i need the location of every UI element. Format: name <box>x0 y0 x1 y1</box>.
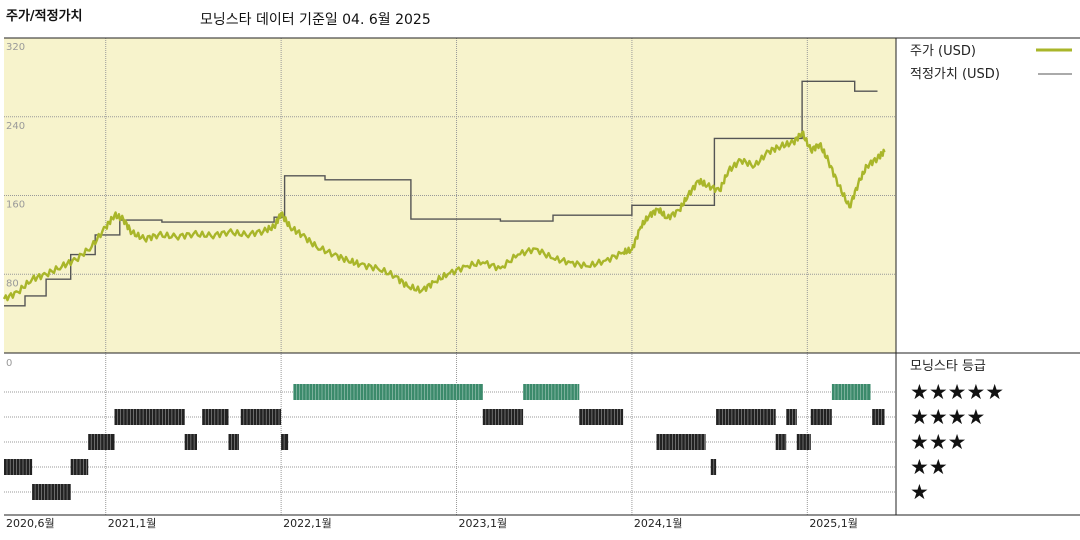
rating-bar <box>70 459 89 475</box>
fair-value-line <box>4 80 878 307</box>
rating-bar <box>579 409 624 425</box>
ratings-title: 모닝스타 등급 <box>910 359 986 374</box>
left-title: 주가/적정가치 <box>6 8 83 24</box>
x-tick-label: 2023,1월 <box>459 517 508 530</box>
x-tick-label: 2024,1월 <box>634 517 683 530</box>
rating-bar <box>523 384 580 400</box>
x-axis-ticks: 2020,6월 2021,1월 2022,1월 2023,1월 2024,1월 2025,… <box>6 517 858 530</box>
rating-bar <box>293 384 483 400</box>
rating-bar <box>240 409 282 425</box>
ratings-layer <box>4 384 896 500</box>
rating-bar <box>786 409 797 425</box>
rating-bar <box>281 434 289 450</box>
legend: 주가 (USD) 적정가치 (USD) <box>910 44 1072 82</box>
star-label-3: ★★★ <box>910 430 966 454</box>
rating-bar <box>482 409 524 425</box>
star-label-5: ★★★★★ <box>910 380 1004 404</box>
x-tick-label: 2022,1월 <box>283 517 332 530</box>
legend-price-label: 주가 (USD) <box>910 44 976 59</box>
y-tick-label: 240 <box>6 121 25 132</box>
x-tick-label: 2021,1월 <box>108 517 157 530</box>
star-label-1: ★ <box>910 480 929 504</box>
rating-bar <box>716 409 776 425</box>
y-tick-label: 320 <box>6 42 25 53</box>
star-label-4: ★★★★ <box>910 405 985 429</box>
rating-bar <box>228 434 239 450</box>
x-tick-label: 2020,6월 <box>6 517 55 530</box>
y-tick-label: 160 <box>6 200 25 211</box>
x-tick-label: 2025,1월 <box>809 517 858 530</box>
rating-bar <box>775 434 787 450</box>
rating-bar <box>88 434 115 450</box>
rating-bar <box>202 409 229 425</box>
star-label-2: ★★ <box>910 455 948 479</box>
series-layer <box>2 80 886 307</box>
rating-bar <box>656 434 706 450</box>
chart-subtitle: 모닝스타 데이터 기준일 04. 6월 2025 <box>200 12 431 28</box>
legend-fair-value-label: 적정가치 (USD) <box>910 67 1000 82</box>
ratings-axis-tick: 0 <box>6 358 12 369</box>
ratings-legend: 모닝스타 등급 ★★★★★ ★★★★ ★★★ ★★ ★ <box>910 359 1004 504</box>
rating-bar <box>710 459 717 475</box>
rating-bar <box>796 434 811 450</box>
price-line <box>2 130 886 302</box>
y-tick-label: 80 <box>6 278 19 289</box>
rating-bar <box>4 459 33 475</box>
y-axis-ticks: 320 240 160 80 <box>6 42 25 289</box>
